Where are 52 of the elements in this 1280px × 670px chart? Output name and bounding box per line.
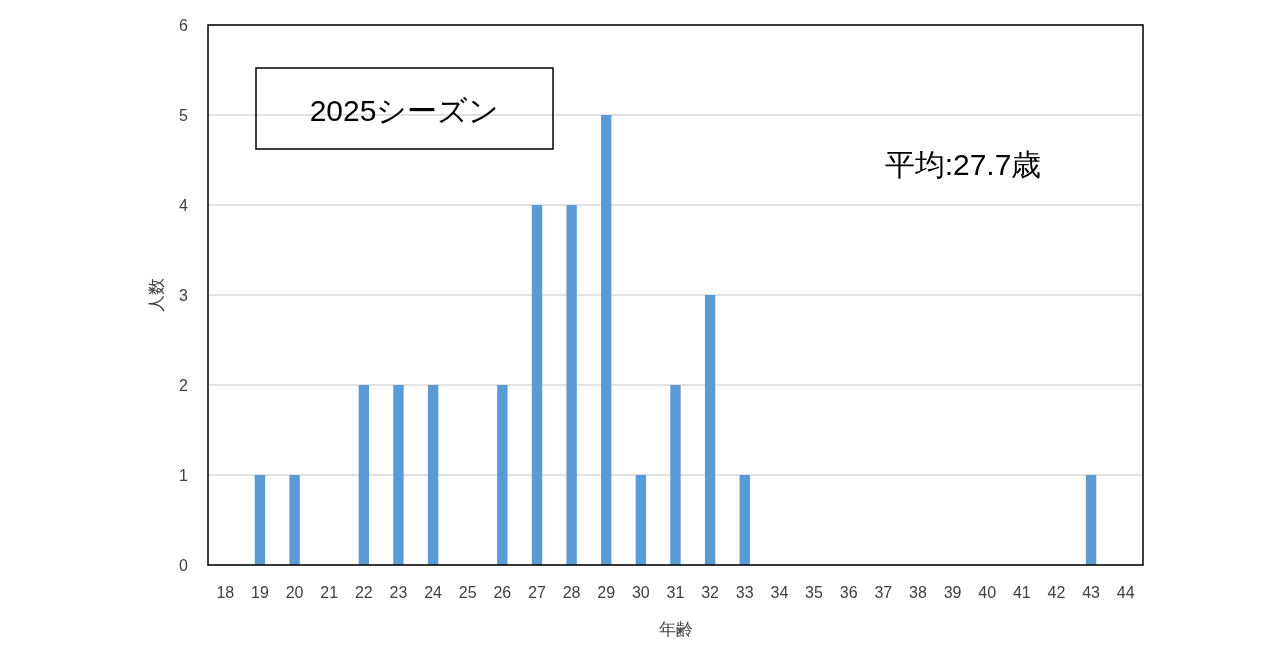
x-axis-title: 年齢 bbox=[658, 620, 693, 639]
x-tick-label: 25 bbox=[458, 584, 477, 601]
x-tick-label: 37 bbox=[874, 584, 893, 601]
x-tick-label: 44 bbox=[1116, 584, 1135, 601]
x-tick-label: 34 bbox=[770, 584, 789, 601]
y-tick-label: 1 bbox=[179, 467, 189, 484]
x-tick-label: 42 bbox=[1047, 584, 1066, 601]
x-tick-label: 22 bbox=[354, 584, 373, 601]
bar bbox=[704, 295, 716, 565]
x-tick-label: 40 bbox=[978, 584, 997, 601]
x-tick-label: 19 bbox=[251, 584, 269, 601]
y-tick-label: 6 bbox=[179, 17, 189, 34]
bar bbox=[566, 205, 577, 565]
y-axis-title: 人数 bbox=[147, 278, 166, 312]
x-tick-label: 24 bbox=[424, 584, 443, 601]
x-tick-label: 27 bbox=[528, 584, 546, 601]
text: 2025シーズン bbox=[309, 94, 500, 127]
x-tick-label: 38 bbox=[909, 584, 927, 601]
x-tick-label: 36 bbox=[839, 584, 858, 601]
x-tick-label: 31 bbox=[666, 584, 685, 601]
bar bbox=[635, 475, 647, 565]
bar bbox=[670, 385, 681, 565]
y-tick-label: 2 bbox=[179, 377, 189, 394]
bar bbox=[1085, 475, 1097, 565]
bar bbox=[739, 475, 750, 565]
x-tick-label: 41 bbox=[1012, 584, 1031, 601]
y-tick-label: 4 bbox=[179, 197, 189, 214]
bar bbox=[601, 115, 612, 565]
bar bbox=[358, 385, 370, 565]
x-tick-label: 26 bbox=[493, 584, 512, 601]
annotation: 平均:27.7歳 bbox=[884, 148, 1042, 181]
y-tick-label: 3 bbox=[179, 287, 189, 304]
bar bbox=[289, 475, 300, 565]
x-tick-label: 20 bbox=[285, 584, 304, 601]
x-tick-label: 33 bbox=[735, 584, 754, 601]
x-tick-label: 28 bbox=[562, 584, 581, 601]
x-tick-label: 32 bbox=[701, 584, 720, 601]
bar bbox=[497, 385, 508, 565]
x-tick-label: 21 bbox=[320, 584, 339, 601]
x-tick-label: 30 bbox=[631, 584, 650, 601]
bar bbox=[254, 475, 266, 565]
y-tick-label: 5 bbox=[179, 107, 189, 124]
x-tick-label: 39 bbox=[943, 584, 962, 601]
x-tick-label: 35 bbox=[805, 584, 824, 601]
x-tick-label: 23 bbox=[389, 584, 408, 601]
y-tick-label: 0 bbox=[179, 557, 189, 574]
bar bbox=[393, 385, 404, 565]
bar bbox=[427, 385, 439, 565]
x-tick-label: 18 bbox=[216, 584, 235, 601]
x-tick-label: 43 bbox=[1082, 584, 1101, 601]
bar bbox=[531, 205, 543, 565]
x-tick-label: 29 bbox=[597, 584, 616, 601]
